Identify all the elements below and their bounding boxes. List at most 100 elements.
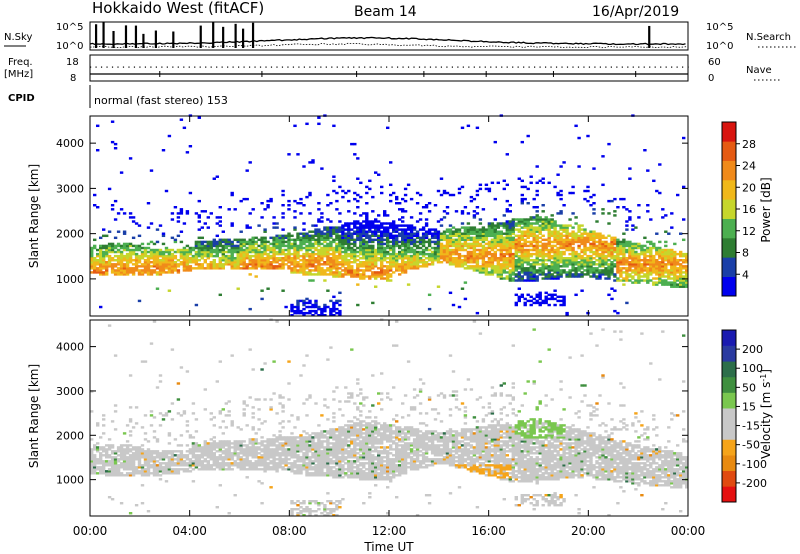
echo-cell [122,450,127,453]
echo-cell [649,240,653,244]
echo-cell [233,442,237,445]
echo-cell [218,442,222,445]
echo-cell [553,228,557,231]
echo-cell [296,299,300,303]
echo-cell [242,460,246,463]
echo-cell [137,454,142,457]
echo-cell [221,460,225,463]
echo-cell [275,222,279,225]
echo-cell [496,261,500,264]
echo-cell [395,269,399,272]
echo-cell [359,224,363,227]
echo-cell [517,238,521,242]
echo-cell [326,193,330,197]
echo-cell [371,265,375,268]
echo-cell [311,314,315,317]
echo-cell [170,259,175,262]
echo-cell [332,179,336,183]
echo-cell [221,263,225,266]
echo-cell [625,279,629,282]
echo-cell [224,450,228,453]
echo-cell [131,454,136,457]
echo-cell [326,246,330,250]
echo-cell [520,140,524,144]
echo-cell [562,238,566,242]
echo-cell [230,422,234,425]
echo-cell [499,236,503,240]
echo-cell [93,244,97,248]
echo-cell [152,265,157,268]
echo-cell [535,236,539,240]
echo-cell [332,175,336,178]
echo-cell [329,244,333,248]
echo-cell [137,464,142,467]
echo-cell [105,456,109,459]
echo-cell [143,259,148,262]
echo-cell [403,252,408,256]
echo-cell [670,269,674,272]
echo-cell [365,202,369,205]
echo-cell [170,212,175,215]
echo-cell [227,244,231,248]
echo-cell [290,234,294,238]
echo-cell [305,195,309,199]
echo-cell [577,165,581,168]
echo-cell [305,232,309,235]
echo-cell [161,265,166,268]
echo-cell [544,275,548,278]
echo-cell [625,259,629,262]
echo-cell [580,248,584,252]
echo-cell [131,273,136,276]
echo-cell [538,297,542,301]
echo-cell [667,250,671,254]
echo-cell [224,250,228,254]
echo-cell [359,228,363,231]
echo-cell [661,273,665,276]
echo-cell [353,259,357,262]
echo-cell [365,275,369,278]
echo-cell [685,265,689,268]
echo-cell [137,224,142,227]
echo-cell [164,462,169,465]
echo-cell [514,238,518,242]
echo-cell [604,242,608,246]
echo-cell [287,199,291,203]
echo-cell [571,259,575,262]
echo-cell [113,452,118,455]
echo-cell [514,240,518,244]
echo-cell [409,263,414,266]
echo-cell [305,252,309,256]
echo-cell [191,448,196,451]
echo-cell [212,244,216,248]
echo-cell [281,257,285,260]
echo-cell [514,242,518,246]
echo-cell [571,240,575,244]
echo-cell [164,454,169,457]
echo-cell [401,228,405,231]
echo-cell [335,234,339,238]
echo-cell [484,232,489,235]
echo-cell [583,244,587,248]
echo-cell [116,470,121,473]
echo-cell [508,232,512,235]
echo-cell [122,432,127,435]
echo-cell [685,261,689,264]
echo-cell [218,450,222,453]
echo-cell [227,250,231,254]
echo-cell [439,250,444,254]
echo-cell [332,303,336,307]
echo-cell [398,234,402,238]
echo-cell [105,454,109,457]
echo-cell [544,277,548,280]
echo-cell [493,254,497,258]
echo-cell [128,216,133,219]
echo-cell [176,458,181,461]
echo-cell [185,458,190,461]
echo-cell [526,273,530,276]
echo-cell [622,257,626,260]
echo-cell [368,254,372,258]
echo-cell [143,472,148,475]
echo-cell [553,248,557,252]
echo-cell [191,454,196,457]
echo-cell [499,254,503,258]
